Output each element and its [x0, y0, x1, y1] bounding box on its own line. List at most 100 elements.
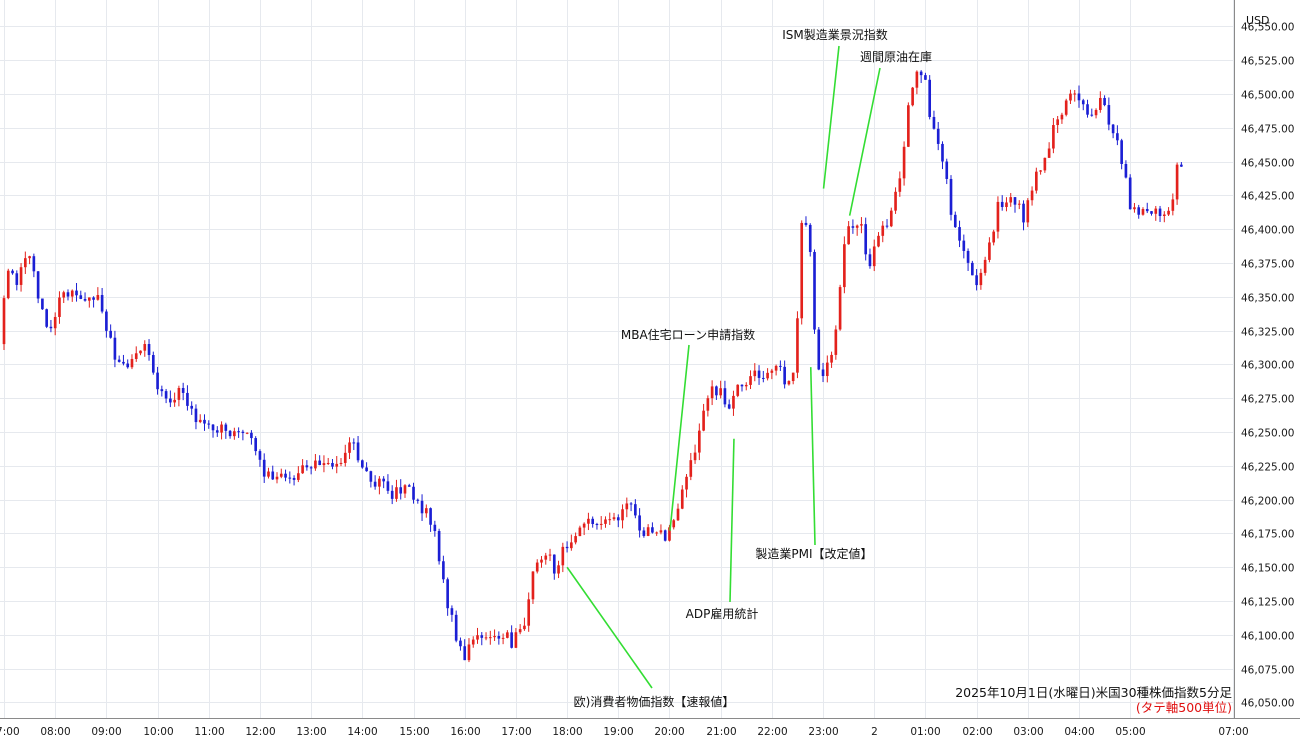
candle-body: [757, 370, 761, 378]
candle-body: [983, 259, 987, 273]
candle-body: [437, 531, 441, 562]
candle-body: [651, 527, 654, 533]
annotation-line: [809, 367, 816, 546]
candle-body: [510, 632, 513, 648]
candle-body: [83, 298, 87, 301]
candle-body: [902, 146, 906, 179]
candle-body: [907, 105, 910, 147]
candle-body: [105, 311, 108, 331]
candle-body: [646, 527, 650, 536]
candle-body: [616, 517, 620, 521]
candle-body: [578, 527, 582, 537]
x-tick-label: 16:00: [450, 726, 480, 738]
candle-body: [459, 640, 462, 647]
candle-body: [224, 424, 228, 431]
candle-body: [228, 430, 232, 437]
y-tick-label: 46,300.00: [1241, 360, 1294, 372]
candle-body: [514, 632, 518, 648]
candle-body: [877, 235, 880, 247]
candle-body: [787, 381, 791, 385]
candle-body: [702, 410, 705, 431]
candle-body: [599, 523, 603, 525]
candle-body: [186, 392, 189, 406]
candle-body: [766, 372, 769, 379]
candle-body: [868, 254, 872, 267]
candle-body: [147, 344, 151, 356]
candle-body: [134, 353, 138, 359]
candle-body: [1005, 202, 1008, 208]
y-tick-label: 46,200.00: [1241, 496, 1294, 508]
y-tick-label: 46,175.00: [1241, 529, 1294, 541]
y-tick-label: 46,275.00: [1241, 394, 1294, 406]
candle-body: [284, 473, 287, 478]
candle-body: [390, 490, 394, 499]
candle-body: [1180, 164, 1183, 167]
candle-body: [373, 481, 377, 487]
candle-body: [122, 361, 125, 364]
candle-body: [1056, 119, 1059, 126]
annotation-label: 週間原油在庫: [860, 50, 932, 64]
candle-body: [245, 432, 249, 434]
candle-body: [382, 478, 385, 482]
candle-body: [2, 298, 6, 345]
candle-body: [41, 298, 44, 310]
candle-body: [233, 431, 236, 437]
candle-body: [1167, 210, 1170, 215]
candle-body: [570, 542, 573, 549]
candle-body: [535, 562, 539, 572]
candle-body: [779, 365, 782, 367]
candle-body: [1077, 93, 1081, 101]
candle-body: [1141, 209, 1145, 215]
candle-body: [75, 290, 78, 296]
candle-body: [1137, 207, 1141, 215]
candle-body: [403, 485, 407, 494]
candle-body: [796, 318, 799, 373]
candle-body: [407, 485, 411, 487]
candle-body: [32, 256, 36, 272]
candle-body: [1150, 211, 1153, 214]
candle-body: [706, 398, 710, 411]
candle-body: [343, 452, 347, 463]
candle-body: [493, 636, 496, 638]
candle-body: [924, 75, 927, 80]
candle-body: [979, 272, 983, 286]
candle-body: [582, 523, 586, 528]
candle-body: [557, 565, 560, 574]
price-axis[interactable]: 46,050.00 46,075.00 46,100.00 46,125.00 46,1…: [1241, 22, 1294, 710]
candle-body: [1081, 100, 1085, 105]
y-tick-label: 46,125.00: [1241, 597, 1294, 609]
candle-body: [412, 486, 415, 500]
candle-body: [1145, 209, 1149, 212]
candle-body: [301, 465, 304, 474]
candle-body: [480, 635, 484, 638]
candle-body: [941, 143, 944, 162]
y-tick-label: 46,425.00: [1241, 191, 1294, 203]
candle-body: [838, 287, 842, 330]
candle-body: [1116, 133, 1119, 141]
y-tick-label: 46,075.00: [1241, 665, 1294, 677]
candle-body: [574, 536, 577, 543]
candle-body: [723, 388, 727, 405]
candle-body: [463, 646, 467, 661]
candle-body: [386, 481, 390, 491]
candle-body: [429, 508, 432, 525]
candle-body: [1017, 203, 1021, 205]
candle-body: [975, 275, 978, 286]
candle-body: [744, 384, 748, 387]
x-tick-label: 08:00: [40, 726, 70, 738]
candle-body: [143, 344, 147, 351]
candle-body: [203, 419, 206, 424]
candle-body: [348, 442, 351, 453]
candle-body: [1069, 93, 1072, 101]
y-tick-label: 46,550.00: [1241, 22, 1294, 34]
y-tick-label: 46,375.00: [1241, 259, 1294, 271]
candle-body: [454, 614, 458, 641]
candle-body: [220, 424, 223, 433]
time-axis[interactable]: 07:00 08:00 09:00 10:00 11:00 12:00 13:00 14:00…: [0, 726, 1249, 738]
y-tick-label: 46,350.00: [1241, 293, 1294, 305]
candle-body: [151, 355, 155, 373]
x-tick-label: 22:00: [757, 726, 787, 738]
candle-body: [881, 225, 885, 236]
candle-body: [604, 519, 607, 524]
